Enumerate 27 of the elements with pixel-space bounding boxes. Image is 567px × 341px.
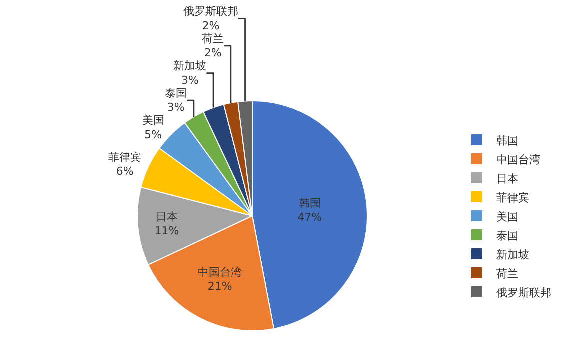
slice-label: 韩国 bbox=[298, 196, 321, 210]
data-label: 3% bbox=[181, 74, 199, 87]
legend-label: 美国 bbox=[496, 210, 519, 224]
slice-label: 荷兰 bbox=[202, 32, 224, 46]
slice-label: 泰国 bbox=[165, 86, 188, 100]
data-label: 47% bbox=[298, 211, 322, 224]
legend-label: 俄罗斯联邦 bbox=[496, 286, 552, 300]
slice-label: 美国 bbox=[142, 114, 164, 128]
data-label: 5% bbox=[144, 128, 162, 142]
slice-label: 日本 bbox=[156, 210, 178, 224]
slice-label: 俄罗斯联邦 bbox=[183, 5, 238, 18]
slice-label: 菲律宾 bbox=[108, 150, 142, 164]
legend-label: 泰国 bbox=[496, 229, 519, 242]
data-label: 3% bbox=[167, 101, 185, 114]
legend-label: 新加坡 bbox=[496, 248, 530, 262]
data-label: 2% bbox=[204, 46, 222, 60]
data-label: 6% bbox=[116, 165, 134, 178]
slice-label: 中国台湾 bbox=[198, 266, 242, 279]
legend-label: 中国台湾 bbox=[496, 153, 541, 166]
legend-label: 菲律宾 bbox=[496, 191, 530, 204]
legend-label: 韩国 bbox=[496, 134, 519, 148]
legend-label: 日本 bbox=[496, 172, 519, 186]
data-label: 21% bbox=[208, 280, 232, 294]
slice-label: 新加坡 bbox=[174, 60, 207, 73]
data-label: 2% bbox=[202, 19, 220, 32]
legend-label: 荷兰 bbox=[496, 267, 519, 280]
data-label: 11% bbox=[154, 224, 180, 238]
